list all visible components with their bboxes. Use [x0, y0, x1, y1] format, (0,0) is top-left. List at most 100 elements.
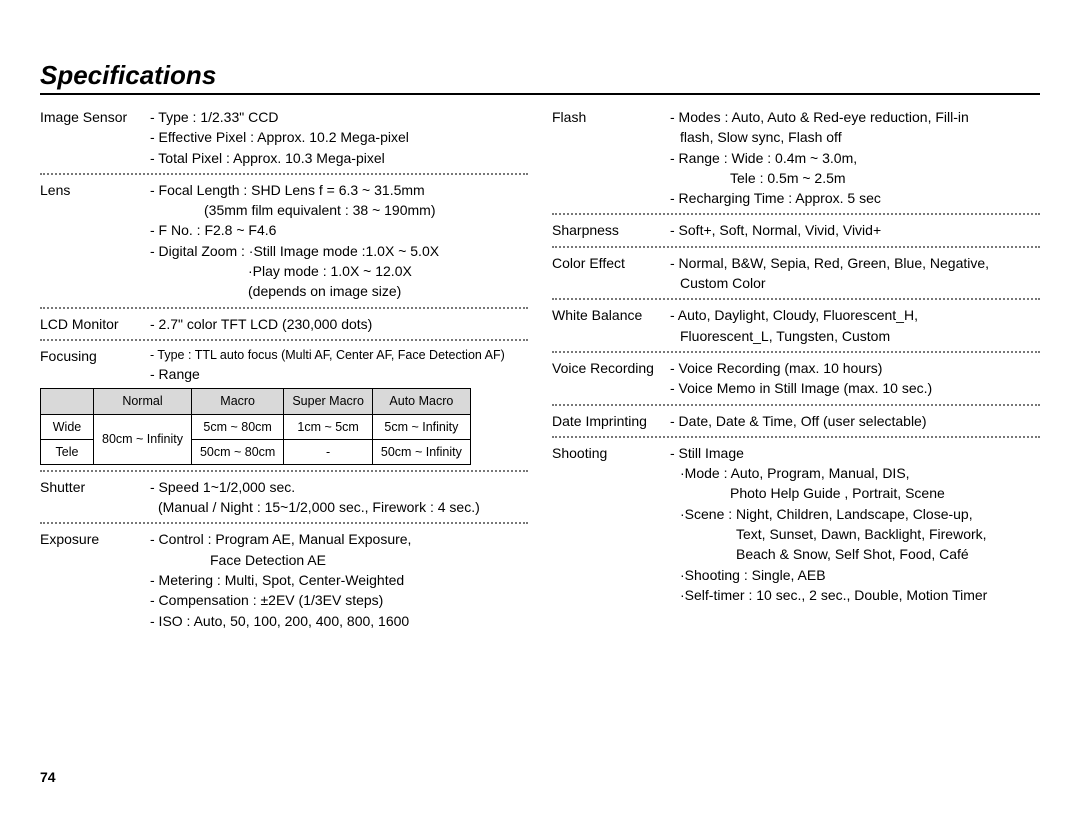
divider [552, 246, 1040, 248]
spec-line: - Still Image [670, 443, 1040, 463]
spec-line: Text, Sunset, Dawn, Backlight, Firework, [670, 524, 1040, 544]
spec-body: - Type : TTL auto focus (Multi AF, Cente… [150, 346, 528, 384]
table-cell: 5cm ~ Infinity [372, 414, 470, 439]
spec-sharpness: Sharpness - Soft+, Soft, Normal, Vivid, … [552, 220, 1040, 240]
table-row-header: Tele [41, 439, 94, 464]
content-columns: Image Sensor - Type : 1/2.33" CCD - Effe… [40, 107, 1040, 631]
spec-line: - Recharging Time : Approx. 5 sec [670, 188, 1040, 208]
spec-body: - Type : 1/2.33" CCD - Effective Pixel :… [150, 107, 528, 168]
spec-line: ·Scene : Night, Children, Landscape, Clo… [670, 504, 1040, 524]
spec-body: - 2.7" color TFT LCD (230,000 dots) [150, 314, 528, 334]
spec-line: - Range : Wide : 0.4m ~ 3.0m, [670, 148, 1040, 168]
spec-line: ·Mode : Auto, Program, Manual, DIS, [670, 463, 1040, 483]
spec-line: ·Shooting : Single, AEB [670, 565, 1040, 585]
spec-label: Voice Recording [552, 358, 670, 378]
spec-label: Shooting [552, 443, 670, 463]
spec-line: - Metering : Multi, Spot, Center-Weighte… [150, 570, 528, 590]
spec-label: Focusing [40, 346, 150, 366]
page-title: Specifications [40, 60, 1040, 95]
spec-label: Date Imprinting [552, 411, 670, 431]
spec-line: Fluorescent_L, Tungsten, Custom [670, 326, 1040, 346]
spec-line: - Auto, Daylight, Cloudy, Fluorescent_H, [670, 305, 1040, 325]
table-cell: 50cm ~ 80cm [191, 439, 283, 464]
divider [40, 339, 528, 341]
divider [40, 173, 528, 175]
spec-line: (depends on image size) [150, 281, 528, 301]
table-cell: - [284, 439, 373, 464]
spec-body: - Auto, Daylight, Cloudy, Fluorescent_H,… [670, 305, 1040, 346]
spec-line: - Focal Length : SHD Lens f = 6.3 ~ 31.5… [150, 180, 528, 200]
divider [40, 307, 528, 309]
table-cell: 5cm ~ 80cm [191, 414, 283, 439]
spec-body: - Focal Length : SHD Lens f = 6.3 ~ 31.5… [150, 180, 528, 302]
table-header: Normal [94, 389, 192, 414]
spec-line: Tele : 0.5m ~ 2.5m [670, 168, 1040, 188]
spec-line: - Total Pixel : Approx. 10.3 Mega-pixel [150, 148, 528, 168]
spec-line: - Range [150, 364, 528, 384]
spec-line: Face Detection AE [150, 550, 528, 570]
spec-label: Color Effect [552, 253, 670, 273]
spec-line: - Modes : Auto, Auto & Red-eye reduction… [670, 107, 1040, 127]
spec-voice-recording: Voice Recording - Voice Recording (max. … [552, 358, 1040, 399]
spec-shooting: Shooting - Still Image ·Mode : Auto, Pro… [552, 443, 1040, 605]
table-cell: 50cm ~ Infinity [372, 439, 470, 464]
spec-line: - Voice Recording (max. 10 hours) [670, 358, 1040, 378]
table-header: Macro [191, 389, 283, 414]
spec-line: (Manual / Night : 15~1/2,000 sec., Firew… [150, 497, 528, 517]
spec-label: Flash [552, 107, 670, 127]
page-number: 74 [40, 769, 56, 785]
spec-line: flash, Slow sync, Flash off [670, 127, 1040, 147]
table-cell: 80cm ~ Infinity [94, 414, 192, 464]
spec-line: - Date, Date & Time, Off (user selectabl… [670, 411, 1040, 431]
spec-line: - Soft+, Soft, Normal, Vivid, Vivid+ [670, 220, 1040, 240]
spec-image-sensor: Image Sensor - Type : 1/2.33" CCD - Effe… [40, 107, 528, 168]
spec-label: Image Sensor [40, 107, 150, 127]
right-column: Flash - Modes : Auto, Auto & Red-eye red… [552, 107, 1040, 631]
spec-line: - Speed 1~1/2,000 sec. [150, 477, 528, 497]
spec-line: ·Play mode : 1.0X ~ 12.0X [150, 261, 528, 281]
spec-body: - Date, Date & Time, Off (user selectabl… [670, 411, 1040, 431]
divider [40, 522, 528, 524]
spec-body: - Speed 1~1/2,000 sec. (Manual / Night :… [150, 477, 528, 518]
spec-label: Sharpness [552, 220, 670, 240]
spec-body: - Modes : Auto, Auto & Red-eye reduction… [670, 107, 1040, 208]
spec-line: - Effective Pixel : Approx. 10.2 Mega-pi… [150, 127, 528, 147]
spec-line: Custom Color [670, 273, 1040, 293]
table-row: Wide 80cm ~ Infinity 5cm ~ 80cm 1cm ~ 5c… [41, 414, 471, 439]
spec-body: - Soft+, Soft, Normal, Vivid, Vivid+ [670, 220, 1040, 240]
spec-label: Lens [40, 180, 150, 200]
spec-color-effect: Color Effect - Normal, B&W, Sepia, Red, … [552, 253, 1040, 294]
spec-flash: Flash - Modes : Auto, Auto & Red-eye red… [552, 107, 1040, 208]
spec-line: - Normal, B&W, Sepia, Red, Green, Blue, … [670, 253, 1040, 273]
divider [552, 213, 1040, 215]
spec-line: Photo Help Guide , Portrait, Scene [670, 483, 1040, 503]
spec-line: - Voice Memo in Still Image (max. 10 sec… [670, 378, 1040, 398]
spec-label: Exposure [40, 529, 150, 549]
table-header: Super Macro [284, 389, 373, 414]
spec-line: (35mm film equivalent : 38 ~ 190mm) [150, 200, 528, 220]
spec-line: - Type : 1/2.33" CCD [150, 107, 528, 127]
spec-lcd: LCD Monitor - 2.7" color TFT LCD (230,00… [40, 314, 528, 334]
spec-line: - Digital Zoom : ·Still Image mode :1.0X… [150, 241, 528, 261]
spec-lens: Lens - Focal Length : SHD Lens f = 6.3 ~… [40, 180, 528, 302]
table-corner [41, 389, 94, 414]
spec-line: ·Self-timer : 10 sec., 2 sec., Double, M… [670, 585, 1040, 605]
spec-focusing: Focusing - Type : TTL auto focus (Multi … [40, 346, 528, 384]
spec-label: White Balance [552, 305, 670, 325]
divider [552, 404, 1040, 406]
spec-shutter: Shutter - Speed 1~1/2,000 sec. (Manual /… [40, 477, 528, 518]
spec-body: - Normal, B&W, Sepia, Red, Green, Blue, … [670, 253, 1040, 294]
divider [552, 298, 1040, 300]
spec-body: - Voice Recording (max. 10 hours) - Voic… [670, 358, 1040, 399]
divider [552, 436, 1040, 438]
spec-date-imprinting: Date Imprinting - Date, Date & Time, Off… [552, 411, 1040, 431]
spec-body: - Still Image ·Mode : Auto, Program, Man… [670, 443, 1040, 605]
spec-line: - 2.7" color TFT LCD (230,000 dots) [150, 314, 528, 334]
spec-line: - Control : Program AE, Manual Exposure, [150, 529, 528, 549]
spec-line: - Compensation : ±2EV (1/3EV steps) [150, 590, 528, 610]
spec-line: Beach & Snow, Self Shot, Food, Café [670, 544, 1040, 564]
focusing-range-table: Normal Macro Super Macro Auto Macro Wide… [40, 388, 471, 464]
spec-body: - Control : Program AE, Manual Exposure,… [150, 529, 528, 630]
table-header: Auto Macro [372, 389, 470, 414]
spec-line: - Type : TTL auto focus (Multi AF, Cente… [150, 346, 528, 364]
